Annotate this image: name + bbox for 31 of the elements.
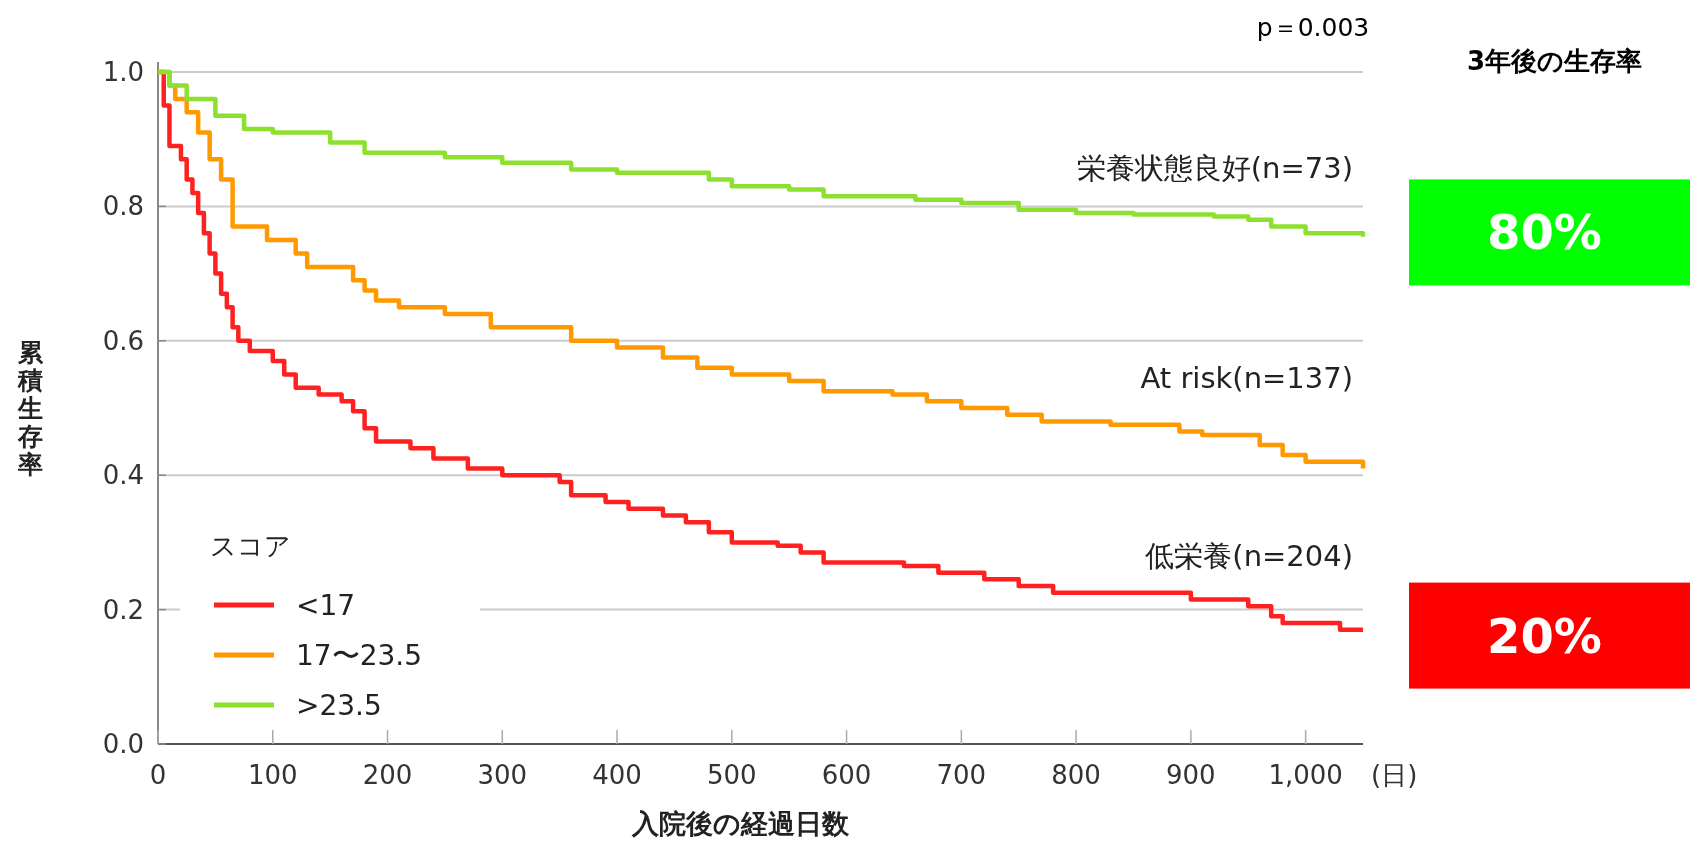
annotation: 栄養状態良好(n=73) <box>1076 151 1353 185</box>
annotation: At risk(n=137) <box>1140 361 1353 395</box>
y-tick-label: 0.2 <box>102 594 144 625</box>
y-tick-label: 0.0 <box>102 729 144 759</box>
text: p＝0.003 <box>1256 13 1370 42</box>
y-axis-title: 累積生存率 <box>16 338 44 479</box>
annotation: 低栄養(n=204) <box>1145 539 1353 573</box>
legend-label: <17 <box>296 589 356 622</box>
x-tick-label: 900 <box>1166 760 1216 790</box>
x-tick-label: 0 <box>149 760 167 790</box>
x-tick-label: 200 <box>362 760 413 790</box>
x-tick-label: 600 <box>821 760 872 790</box>
legend-title: スコア <box>210 531 291 561</box>
x-tick-label: 1,000 <box>1268 760 1343 790</box>
y-tick-label: 0.6 <box>102 325 144 356</box>
x-tick-label: 100 <box>247 760 298 790</box>
x-tick-label: 400 <box>592 760 642 790</box>
x-tick-label: 500 <box>706 760 757 790</box>
y-tick-label: 1.0 <box>102 57 144 87</box>
data-label: 20% <box>1487 607 1602 664</box>
text: (日) <box>1371 760 1418 790</box>
y-tick-label: 0.8 <box>102 191 144 222</box>
x-tick-label: 300 <box>477 760 528 790</box>
data-label: 80% <box>1487 204 1602 261</box>
x-tick-label: 700 <box>936 760 987 790</box>
text: 3年後の生存率 <box>1466 46 1643 76</box>
x-axis-title: 入院後の経過日数 <box>631 808 850 839</box>
legend-label: >23.5 <box>296 689 382 722</box>
x-tick-label: 800 <box>1051 760 1101 790</box>
y-tick-label: 0.4 <box>102 460 144 491</box>
legend-label: 17〜23.5 <box>296 639 422 672</box>
